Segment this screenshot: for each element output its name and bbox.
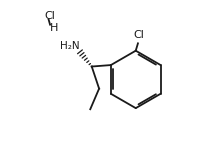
- Text: H: H: [50, 23, 59, 33]
- Text: Cl: Cl: [133, 30, 144, 40]
- Text: H₂N: H₂N: [60, 41, 79, 51]
- Text: Cl: Cl: [44, 11, 55, 21]
